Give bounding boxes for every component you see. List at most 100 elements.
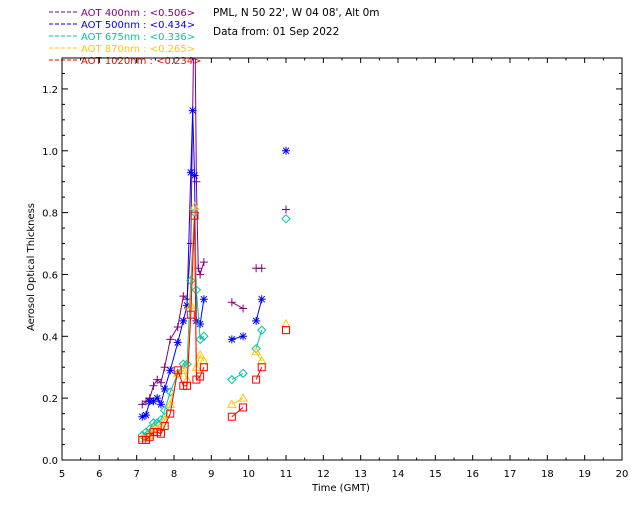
data-point-square (199, 363, 208, 372)
date-header: Data from: 01 Sep 2022 (213, 26, 339, 38)
x-tick-label: 16 (466, 469, 479, 480)
data-point-plus (199, 258, 208, 267)
data-point-asterisk (196, 319, 205, 328)
data-point-asterisk (257, 295, 266, 304)
data-point-triangle (251, 346, 261, 356)
legend: AOT 400nm : <0.506>AOT 500nm : <0.434>AO… (49, 8, 201, 67)
data-point-diamond (159, 405, 170, 416)
data-point-plus (156, 378, 165, 387)
data-point-plus (227, 298, 236, 307)
data-point-triangle (281, 318, 291, 328)
data-point-square (257, 363, 266, 372)
data-point-square (183, 381, 192, 390)
x-tick-label: 10 (242, 469, 255, 480)
series-line (231, 372, 244, 381)
data-point-square (166, 409, 175, 418)
legend-entry: AOT 870nm : <0.265> (81, 44, 195, 55)
data-point-asterisk (183, 301, 192, 310)
x-tick-label: 18 (541, 469, 554, 480)
x-tick-label: 11 (280, 469, 293, 480)
y-tick-label: 0.4 (42, 332, 58, 343)
data-point-plus (160, 363, 169, 372)
data-point-plus (192, 177, 201, 186)
plot-series (137, 58, 291, 444)
series-2 (138, 106, 290, 421)
data-point-asterisk (149, 397, 158, 406)
data-point-asterisk (160, 384, 169, 393)
series-5 (138, 211, 290, 444)
data-point-diamond (178, 359, 189, 369)
data-point-asterisk (190, 171, 199, 180)
data-point-asterisk (138, 412, 147, 421)
data-point-square (156, 429, 165, 438)
series-line (255, 367, 263, 380)
data-point-asterisk (186, 168, 195, 177)
x-tick-label: 13 (354, 469, 367, 480)
data-point-plus (196, 270, 205, 279)
data-point-triangle (195, 349, 205, 359)
data-point-asterisk (166, 366, 175, 375)
y-axis-label: Aerosol Optical Thickness (26, 203, 37, 331)
y-tick-label: 0.2 (42, 394, 58, 405)
x-tick-label: 20 (616, 469, 629, 480)
data-point-square (186, 310, 195, 319)
data-point-asterisk (192, 316, 201, 325)
data-point-diamond (152, 418, 162, 428)
data-point-diamond (191, 285, 202, 295)
series-line (231, 407, 244, 418)
x-tick-label: 17 (504, 469, 517, 480)
data-point-plus (282, 205, 290, 214)
data-point-asterisk (239, 332, 248, 341)
data-point-asterisk (179, 316, 188, 325)
data-point-diamond (257, 325, 267, 335)
station-header: PML, N 50 22', W 04 08', Alt 0m (213, 7, 380, 19)
data-point-diamond (182, 359, 192, 369)
series-line (142, 215, 205, 441)
data-point-plus (166, 335, 175, 344)
data-point-asterisk (282, 146, 290, 155)
data-point-triangle (189, 201, 200, 210)
series-line (255, 299, 263, 321)
data-point-asterisk (156, 400, 165, 409)
y-tick-label: 0.8 (42, 209, 58, 220)
data-point-triangle (238, 393, 248, 402)
data-point-asterisk (173, 338, 182, 347)
data-point-diamond (195, 334, 205, 345)
data-point-square (282, 326, 290, 335)
data-point-diamond (227, 374, 237, 385)
x-tick-label: 5 (59, 469, 65, 480)
data-point-square (239, 403, 248, 412)
data-point-diamond (199, 331, 209, 342)
legend-entry: AOT 500nm : <0.434> (81, 20, 195, 31)
data-point-diamond (281, 214, 291, 224)
data-point-asterisk (153, 394, 162, 403)
data-point-plus (149, 381, 158, 390)
x-tick-label: 7 (133, 469, 139, 480)
x-tick-label: 19 (578, 469, 591, 480)
data-point-square (196, 372, 205, 381)
y-tick-label: 1.0 (42, 147, 58, 158)
data-point-square (252, 375, 261, 384)
legend-entry: AOT 1020nm : <0.234> (81, 56, 201, 67)
series-line (231, 335, 244, 340)
x-tick-label: 6 (96, 469, 102, 480)
data-point-square (190, 211, 199, 220)
x-tick-label: 8 (171, 469, 177, 480)
data-point-square (173, 366, 182, 375)
data-point-plus (173, 323, 182, 332)
y-tick-label: 0.6 (42, 270, 58, 281)
data-point-plus (257, 264, 266, 273)
data-point-diamond (148, 418, 159, 428)
data-point-diamond (165, 387, 175, 397)
data-point-diamond (186, 275, 196, 286)
x-tick-label: 15 (429, 469, 442, 480)
series-line (231, 301, 244, 309)
data-point-diamond (238, 368, 248, 379)
x-tick-label: 9 (208, 469, 214, 480)
legend-entry: AOT 675nm : <0.336> (81, 32, 195, 43)
x-axis-label: Time (GMT) (311, 483, 370, 494)
data-point-asterisk (252, 316, 261, 325)
data-point-square (227, 412, 236, 421)
data-point-asterisk (142, 411, 150, 420)
